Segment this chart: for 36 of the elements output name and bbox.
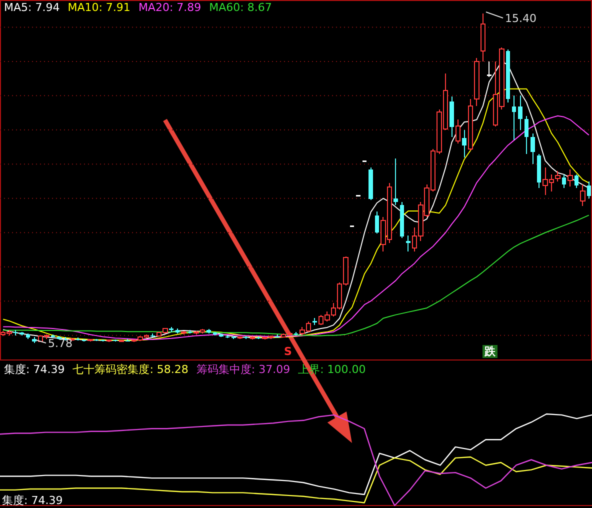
annotation: 集度: 74.39 <box>2 494 63 507</box>
candlestick <box>574 174 579 189</box>
candlestick <box>26 333 30 340</box>
text: 七十筹码密集度: 58.28 <box>72 363 188 376</box>
annotation: S <box>284 345 292 358</box>
text: 集度: 74.39 <box>4 363 65 376</box>
candlestick <box>312 318 317 326</box>
candlestick <box>374 210 380 233</box>
text: MA10: 7.91 <box>68 1 130 14</box>
candlestick <box>530 132 535 165</box>
candlestick <box>512 95 516 141</box>
candlestick <box>524 116 529 154</box>
text: MA60: 8.67 <box>209 1 272 14</box>
candlestick <box>368 167 373 201</box>
candlestick <box>20 332 24 336</box>
candlestick <box>219 333 224 336</box>
text: 筹码集中度: 37.09 <box>196 363 290 376</box>
candlestick <box>450 96 454 138</box>
text: MA20: 7.89 <box>138 1 202 14</box>
candlestick <box>188 330 192 333</box>
candlestick <box>462 129 466 158</box>
candlestick <box>562 174 566 189</box>
candlestick <box>13 330 18 336</box>
candlestick <box>32 336 36 344</box>
annotation: 跌 <box>484 345 496 358</box>
candlestick <box>232 336 236 340</box>
text: MA5: 7.94 <box>4 1 60 14</box>
candlestick <box>400 201 404 238</box>
candlestick <box>518 95 522 130</box>
candlestick <box>536 153 542 189</box>
annotation: 15.40 <box>505 12 536 25</box>
candlestick <box>480 13 486 62</box>
candlestick <box>406 234 410 252</box>
annotation: 5.78 <box>48 337 72 350</box>
candlestick <box>244 336 248 338</box>
candlestick <box>206 328 211 334</box>
